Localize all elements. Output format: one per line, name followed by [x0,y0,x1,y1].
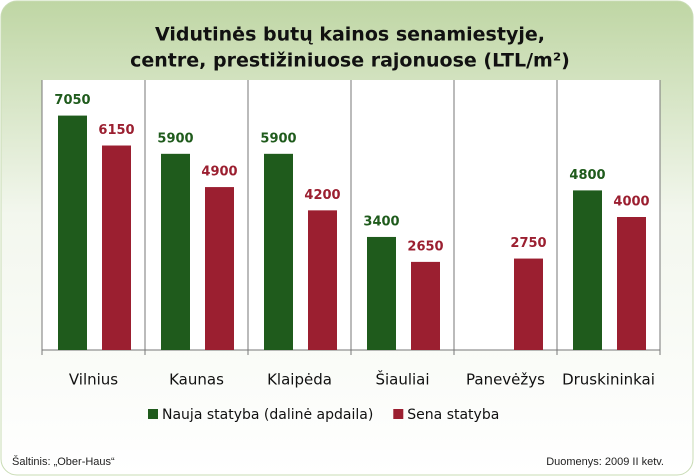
data-label: 4800 [569,168,605,183]
bar [617,217,646,350]
bar [411,261,440,350]
source: Šaltinis: „Ober-Haus“ [12,455,115,468]
data-label: 5900 [260,131,296,146]
data-label: 4900 [201,165,237,180]
legend-swatch [148,409,158,419]
x-tick-label: Panevėžys [466,371,545,389]
x-tick-label: Druskininkai [562,371,655,389]
bar [205,187,234,350]
bar [367,236,396,350]
bar [102,145,131,350]
bar [308,210,337,350]
data-label: 7050 [54,93,90,108]
bar [573,190,602,350]
x-tick-label: Klaipėda [267,371,332,389]
x-tick-label: Kaunas [169,371,224,389]
bar [161,153,190,350]
legend-label: Sena statyba [407,407,499,423]
x-tick-label: Vilnius [69,371,118,389]
note: Duomenys: 2009 II ketv. [546,456,664,468]
data-label: 5900 [157,131,193,146]
data-label: 3400 [363,214,399,229]
bar [514,258,543,350]
data-label: 2750 [510,236,546,251]
chart-title: Vidutinės butų kainos senamiestyje, [155,24,545,46]
data-label: 4000 [613,195,649,210]
legend-label: Nauja statyba (dalinė apdaila) [162,407,373,423]
x-tick-label: Šiauliai [375,370,429,389]
data-label: 6150 [98,123,134,138]
legend-swatch [393,409,404,419]
bar [58,115,87,351]
bar [264,153,293,350]
data-label: 2650 [407,239,443,254]
data-label: 4200 [304,188,340,203]
chart-title: centre, prestižiniuose rajonuose (LTL/m²… [130,50,570,72]
